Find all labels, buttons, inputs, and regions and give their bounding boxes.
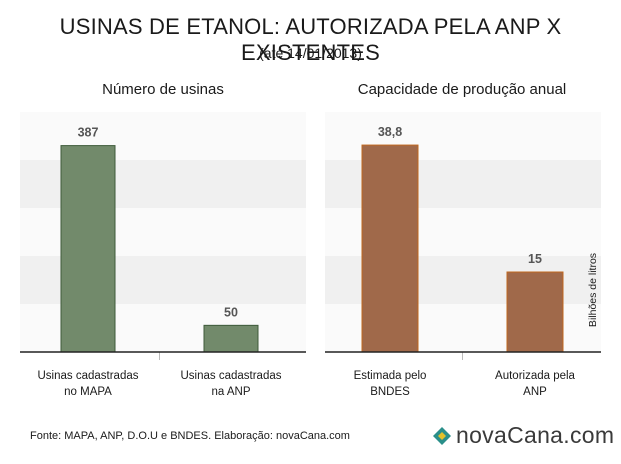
category-label: BNDES [370, 386, 410, 398]
source-note: Fonte: MAPA, ANP, D.O.U e BNDES. Elabora… [30, 430, 350, 442]
category-label: ANP [523, 386, 547, 398]
novacana-logo: novaCana.com [432, 422, 614, 449]
y-axis-unit-label: Bilhões de litros [587, 253, 599, 327]
bar [506, 271, 564, 353]
bar [203, 324, 259, 353]
data-label: 50 [224, 305, 238, 319]
category-label: Usinas cadastradas [38, 370, 139, 382]
data-label: 38,8 [378, 125, 402, 139]
category-label: Autorizada pela [495, 370, 576, 382]
category-label: Usinas cadastradas [181, 370, 282, 382]
data-label: 15 [528, 252, 542, 266]
bar-charts: Número de usinas 387 Usinas cadastradas no … [20, 81, 601, 398]
data-label: 387 [78, 126, 99, 140]
panel-title: Número de usinas [102, 81, 224, 98]
bar [361, 144, 419, 353]
diamond-logo-icon [433, 426, 451, 445]
bar [60, 145, 116, 353]
panel-title: Capacidade de produção anual [358, 81, 567, 98]
category-label: no MAPA [64, 386, 112, 398]
chart-title: USINAS DE ETANOL: AUTORIZADA PELA ANP X … [59, 14, 562, 65]
logo-wordmark: novaCana.com [456, 422, 615, 448]
category-label: Estimada pelo [354, 370, 427, 382]
category-label: na ANP [212, 386, 251, 398]
chart-subtitle: (até 14/01/2013) [259, 45, 362, 61]
